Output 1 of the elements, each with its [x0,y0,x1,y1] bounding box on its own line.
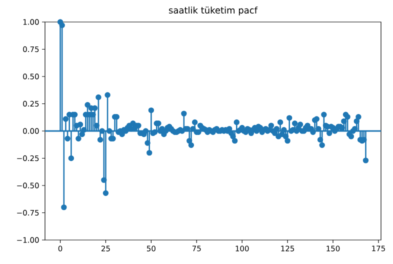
chart-title: saatlik tüketim pacf [168,6,258,16]
